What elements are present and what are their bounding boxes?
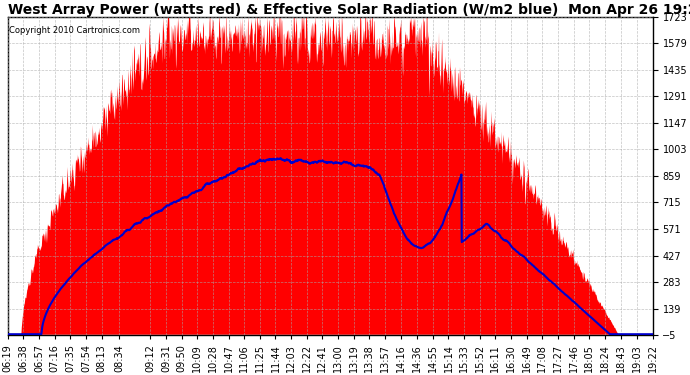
Text: Copyright 2010 Cartronics.com: Copyright 2010 Cartronics.com: [9, 26, 140, 35]
Text: West Array Power (watts red) & Effective Solar Radiation (W/m2 blue)  Mon Apr 26: West Array Power (watts red) & Effective…: [8, 3, 690, 17]
